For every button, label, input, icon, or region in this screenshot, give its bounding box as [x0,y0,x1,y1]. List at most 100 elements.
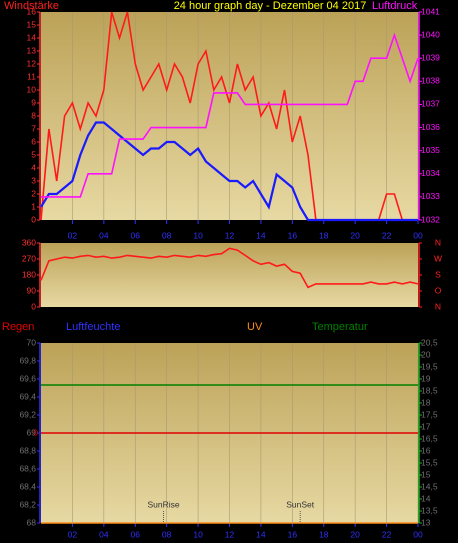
y2-tick-label: 18,5 [421,385,438,395]
x-tick-label: 10 [193,230,203,240]
series-line [41,32,419,198]
x-tick-label: 06 [131,529,141,539]
x-tick-label: 20 [350,230,360,240]
y-tick-label: 3 [31,175,36,185]
y2-tick-label: 1035 [421,145,440,155]
x-tick-label: 12 [225,529,235,539]
legend-entry: UV [247,321,263,333]
x-tick-label: 02 [68,230,78,240]
legend-entry: Temperatur [312,321,368,333]
x-tick-label: 14 [256,230,266,240]
y-tick-label: 9 [31,97,36,107]
y-tick-label: 70 [27,337,37,347]
x-tick-label: 18 [319,230,329,240]
y-tick-label: 7 [31,123,36,133]
y-tick-label: 69,2 [19,409,36,419]
x-tick-label: 04 [99,529,109,539]
axis-title: Luftdruck [372,0,418,12]
x-tick-label: 02 [68,529,78,539]
y-tick-label: 68,6 [19,463,36,473]
y2-tick-label: 15,5 [421,457,438,467]
y2-tick-label: 1040 [421,29,440,39]
y2-tick-label: 19 [421,373,431,383]
y2-tick-label: 18 [421,397,431,407]
y-tick-label: 1 [31,201,36,211]
y-tick-label: 69,6 [19,373,36,383]
y2-tick-label: 14,5 [421,481,438,491]
y-tick-label: 0 [31,214,36,224]
y2-tick-label: 1037 [421,99,440,109]
y-tick-label: 13 [27,45,37,55]
y-tick-label: 360 [22,237,36,247]
y-tick-label: 5 [31,149,36,159]
x-tick-label: 06 [131,230,141,240]
y-tick-label: 180 [22,269,36,279]
chart-title: 24 hour graph day - Dezember 04 2017 [174,0,367,12]
y-tick-label: 12 [27,58,37,68]
x-tick-label: 22 [382,230,392,240]
x-tick-label: 16 [288,230,298,240]
y-tick-label: 69,4 [19,391,36,401]
y2-tick-label: 1034 [421,168,440,178]
y-tick-label: 11 [27,71,36,81]
axis-title: Windstärke [4,0,59,12]
y2-tick-label: 15 [421,469,431,479]
y2-tick-label: 20,5 [421,337,438,347]
x-tick-label: 14 [256,529,266,539]
y-tick-label: 270 [22,253,36,263]
y-tick-label: 69 [27,427,37,437]
y-tick-label: 4 [31,162,36,172]
y-tick-label: 6 [31,136,36,146]
y-tick-label: 8 [31,110,36,120]
y2-tick-label: 20 [421,349,431,359]
x-tick-label: 00 [413,230,423,240]
x-tick-label: 10 [193,529,203,539]
y-tick-label: 14 [27,32,37,42]
y2-tick-label: N [435,237,441,247]
plot-area [41,243,418,307]
annotation: SunRise [147,499,179,509]
x-tick-label: 18 [319,529,329,539]
x-tick-label: 22 [382,529,392,539]
y2-tick-label: N [435,301,441,311]
y2-tick-label: 13,5 [421,505,438,515]
y2-tick-label: 1039 [421,52,440,62]
series-line [40,247,419,289]
y-tick-label: 68 [27,517,37,527]
annotation: SunSet [286,499,315,509]
y-tick-label: 0 [31,301,36,311]
y2-tick-label: 17,5 [421,409,438,419]
x-tick-label: 04 [99,230,109,240]
x-tick-label: 20 [350,529,360,539]
y2-tick-label: S [435,269,441,279]
x-tick-label: 08 [162,230,172,240]
y2-tick-label: 17 [421,421,431,431]
y2-tick-label: 1036 [421,122,440,132]
y2-tick-label: W [434,253,442,263]
y-tick-label: 16 [27,6,37,16]
y2-tick-label: 13 [421,517,431,527]
legend-entry: Regen [2,321,34,333]
y-tick-label: 15 [27,19,37,29]
y2-tick-label: 19,5 [421,361,438,371]
y-tick-label: 90 [27,285,37,295]
x-tick-label: 00 [413,529,423,539]
y-tick-label: 10 [27,84,37,94]
y3-tick-label: 0 [33,427,38,437]
series-line [40,121,418,222]
x-tick-label: 08 [162,529,172,539]
y-tick-label: 68,4 [19,481,36,491]
x-tick-label: 12 [225,230,235,240]
y2-tick-label: 16 [421,445,431,455]
y2-tick-label: 1033 [421,191,440,201]
y-tick-label: 2 [31,188,36,198]
y2-tick-label: 1038 [421,76,440,86]
y2-tick-label: 14 [421,493,431,503]
x-tick-label: 16 [288,529,298,539]
y-tick-label: 68,2 [19,499,36,509]
y2-tick-label: 16,5 [421,433,438,443]
axis-title: Luftfeuchte [66,321,120,333]
y2-tick-label: O [435,285,442,295]
y-tick-label: 68,8 [19,445,36,455]
